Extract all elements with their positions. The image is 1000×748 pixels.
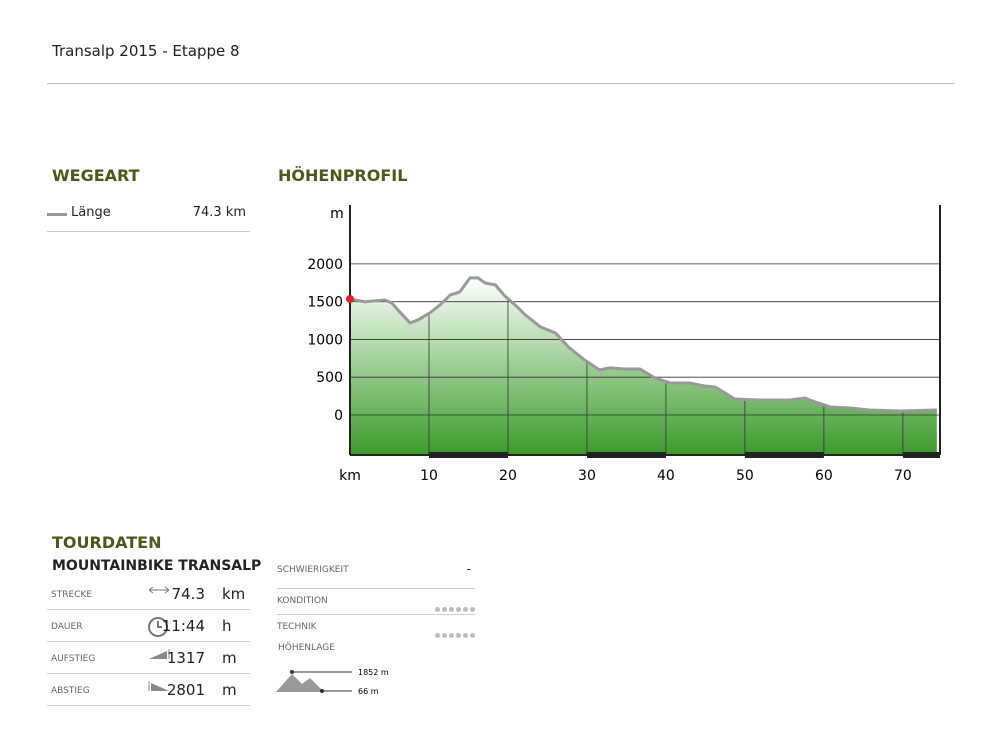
value: -: [466, 562, 471, 576]
label: HÖHENLAGE: [278, 643, 335, 653]
x-tick-label: 10: [420, 468, 438, 484]
elevation-chart: m 0 500 1000 1500 2000 km 10 20 30 40 50 60 70: [307, 205, 941, 484]
label: AUFSTIEG: [51, 654, 96, 664]
tour-row: ABSTIEG 2801 m: [47, 674, 250, 706]
rating-row: TECHNIK: [277, 614, 475, 638]
y-tick-label: 1500: [307, 295, 343, 311]
y-tick-label: 0: [334, 408, 343, 424]
rating-row: KONDITION: [277, 588, 475, 612]
icon: [147, 680, 171, 696]
tour-row: DAUER 11:44 h: [47, 610, 250, 642]
y-tick-label: 500: [316, 370, 343, 386]
value: 74.3 km: [192, 205, 246, 220]
label: TECHNIK: [277, 622, 317, 632]
rating-row: SCHWIERIGKEIT -: [277, 562, 475, 582]
chart-title: HÖHENPROFIL: [278, 166, 408, 185]
page-title: Transalp 2015 - Etappe 8: [52, 42, 240, 60]
value: 11:44: [161, 617, 205, 635]
unit: km: [222, 585, 246, 603]
x-tick-label: 20: [499, 468, 517, 484]
label: SCHWIERIGKEIT: [277, 565, 349, 575]
icon: [147, 616, 169, 642]
tour-row: STRECKE 74.3 km: [47, 578, 250, 610]
x-tick-label: 30: [578, 468, 596, 484]
tour-row: AUFSTIEG 1317 m: [47, 642, 250, 674]
label: DAUER: [51, 622, 83, 632]
altitude-diagram: 1852 m 66 m: [276, 668, 389, 696]
unit: m: [222, 681, 237, 699]
rating-dots: [433, 623, 475, 642]
x-tick-label: km: [339, 468, 361, 484]
icon: [147, 648, 171, 664]
icon: [147, 584, 171, 599]
max-label: 1852 m: [358, 668, 389, 677]
tour-name: MOUNTAINBIKE TRANSALP: [52, 558, 262, 574]
label: ABSTIEG: [51, 686, 90, 696]
section-title: WEGEART: [52, 166, 140, 185]
min-label: 66 m: [358, 687, 379, 696]
x-tick-label: 40: [657, 468, 675, 484]
value: 74.3: [171, 585, 205, 603]
x-tick-label: 50: [736, 468, 754, 484]
value: 1317: [166, 649, 205, 667]
label: Länge: [71, 205, 111, 220]
elevation-line: [349, 276, 937, 413]
y-axis-label: m: [330, 206, 344, 222]
start-marker: [346, 294, 354, 303]
label: STRECKE: [51, 590, 93, 600]
y-tick-label: 2000: [307, 257, 343, 273]
section-title: TOURDATEN: [52, 533, 162, 552]
y-tick-label: 1000: [307, 332, 343, 348]
unit: m: [222, 649, 237, 667]
unit: h: [222, 617, 232, 635]
wegeart-row: Länge 74.3 km: [47, 200, 250, 232]
rating-dots: [433, 597, 475, 616]
divider: [47, 83, 955, 84]
x-tick-label: 70: [894, 468, 912, 484]
label: KONDITION: [277, 596, 328, 606]
x-tick-label: 60: [815, 468, 833, 484]
elevation-area: [350, 277, 937, 455]
value: 2801: [166, 681, 205, 699]
